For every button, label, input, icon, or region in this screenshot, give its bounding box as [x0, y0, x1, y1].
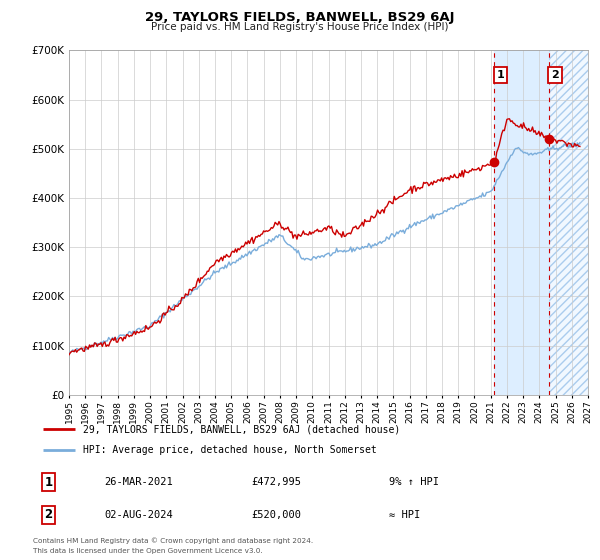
Text: Price paid vs. HM Land Registry's House Price Index (HPI): Price paid vs. HM Land Registry's House …: [151, 22, 449, 32]
Bar: [494, 50, 549, 395]
Text: 1: 1: [44, 475, 53, 489]
Text: 02-AUG-2024: 02-AUG-2024: [104, 510, 173, 520]
Text: This data is licensed under the Open Government Licence v3.0.: This data is licensed under the Open Gov…: [33, 548, 263, 554]
Text: 2: 2: [551, 70, 559, 80]
Text: £472,995: £472,995: [252, 477, 302, 487]
Text: ≈ HPI: ≈ HPI: [389, 510, 420, 520]
Text: HPI: Average price, detached house, North Somerset: HPI: Average price, detached house, Nort…: [83, 445, 377, 455]
Text: 26-MAR-2021: 26-MAR-2021: [104, 477, 173, 487]
Bar: [549, 50, 588, 395]
Text: Contains HM Land Registry data © Crown copyright and database right 2024.: Contains HM Land Registry data © Crown c…: [33, 538, 313, 544]
Text: 29, TAYLORS FIELDS, BANWELL, BS29 6AJ: 29, TAYLORS FIELDS, BANWELL, BS29 6AJ: [145, 11, 455, 24]
Text: 29, TAYLORS FIELDS, BANWELL, BS29 6AJ (detached house): 29, TAYLORS FIELDS, BANWELL, BS29 6AJ (d…: [83, 424, 400, 435]
Text: 1: 1: [497, 70, 505, 80]
Text: 9% ↑ HPI: 9% ↑ HPI: [389, 477, 439, 487]
Bar: [549, 50, 588, 395]
Text: 2: 2: [44, 508, 53, 521]
Text: £520,000: £520,000: [252, 510, 302, 520]
